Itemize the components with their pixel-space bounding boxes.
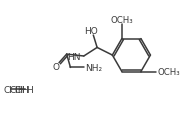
Text: Cl: Cl (3, 85, 12, 94)
Text: NH₂: NH₂ (85, 63, 102, 72)
Text: HN: HN (68, 52, 81, 61)
Text: HO: HO (85, 27, 98, 35)
Text: OCH₃: OCH₃ (111, 16, 133, 25)
Text: ClH: ClH (9, 85, 25, 94)
Text: H: H (21, 85, 28, 94)
Text: H: H (26, 85, 32, 94)
Text: O: O (53, 62, 60, 71)
Text: OCH₃: OCH₃ (157, 67, 180, 76)
Text: Cl: Cl (14, 85, 23, 94)
